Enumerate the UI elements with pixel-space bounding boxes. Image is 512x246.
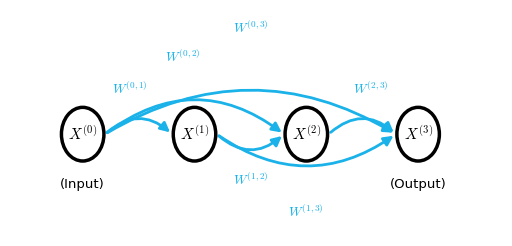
Text: $W^{(0,1)}$: $W^{(0,1)}$ xyxy=(112,80,148,97)
Ellipse shape xyxy=(397,107,439,161)
Text: $W^{(1,2)}$: $W^{(1,2)}$ xyxy=(232,172,268,188)
Text: $W^{(0,2)}$: $W^{(0,2)}$ xyxy=(165,49,201,65)
Ellipse shape xyxy=(61,107,104,161)
Text: (Output): (Output) xyxy=(390,178,446,191)
FancyArrowPatch shape xyxy=(107,100,279,133)
FancyArrowPatch shape xyxy=(107,119,168,132)
FancyArrowPatch shape xyxy=(108,90,391,133)
FancyArrowPatch shape xyxy=(331,119,391,132)
Text: $W^{(2,3)}$: $W^{(2,3)}$ xyxy=(353,80,389,97)
Text: $X^{(3)}$: $X^{(3)}$ xyxy=(403,125,433,143)
Ellipse shape xyxy=(285,107,328,161)
Ellipse shape xyxy=(173,107,216,161)
Text: $X^{(1)}$: $X^{(1)}$ xyxy=(180,125,209,143)
Text: $X^{(2)}$: $X^{(2)}$ xyxy=(292,125,321,143)
Text: $W^{(1,3)}$: $W^{(1,3)}$ xyxy=(288,203,324,220)
FancyArrowPatch shape xyxy=(219,136,391,166)
Text: $X^{(0)}$: $X^{(0)}$ xyxy=(68,125,97,143)
Text: $W^{(0,3)}$: $W^{(0,3)}$ xyxy=(232,20,268,36)
FancyArrowPatch shape xyxy=(219,136,280,150)
Text: (Input): (Input) xyxy=(60,178,105,191)
